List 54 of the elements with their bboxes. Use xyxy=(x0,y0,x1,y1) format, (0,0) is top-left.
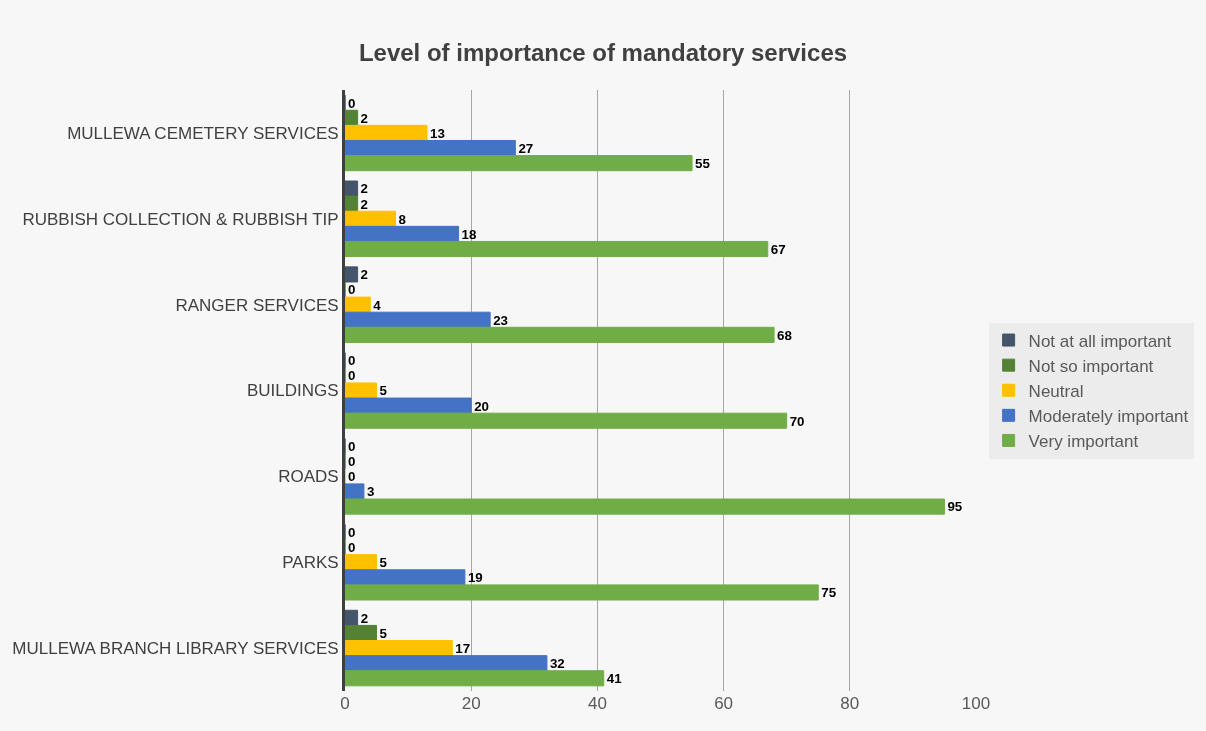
data-label: 19 xyxy=(467,570,483,586)
legend-label: Not at all important xyxy=(1028,331,1172,351)
data-label: 5 xyxy=(379,555,388,571)
x-tick-label: 40 xyxy=(587,694,607,713)
data-label: 13 xyxy=(430,125,445,141)
data-label: 0 xyxy=(348,353,356,369)
x-tick-label: 0 xyxy=(340,694,350,713)
data-label: 5 xyxy=(379,625,388,641)
data-label: 0 xyxy=(348,95,356,111)
y-tick-label: BUILDINGS xyxy=(246,381,339,401)
data-label: 3 xyxy=(366,484,375,500)
legend-label: Not so important xyxy=(1028,356,1154,376)
data-label: 17 xyxy=(455,640,471,656)
data-label: 0 xyxy=(348,524,356,540)
data-label: 0 xyxy=(348,469,356,485)
data-label: 23 xyxy=(493,312,508,328)
data-label: 32 xyxy=(549,656,565,672)
data-label: 67 xyxy=(770,241,786,257)
data-label: 4 xyxy=(373,297,382,313)
y-tick-label: RANGER SERVICES xyxy=(175,295,339,315)
data-label: 0 xyxy=(348,539,356,555)
x-tick-label: 60 xyxy=(714,694,734,713)
x-tick-label: 80 xyxy=(840,694,860,713)
data-label: 8 xyxy=(398,211,406,227)
data-label: 2 xyxy=(360,181,369,197)
y-tick-label: ROADS xyxy=(278,467,339,487)
data-label: 2 xyxy=(360,110,369,126)
data-label: 0 xyxy=(348,454,356,470)
data-label: 95 xyxy=(947,499,963,515)
data-label: 55 xyxy=(695,156,711,172)
data-label: 2 xyxy=(360,267,369,283)
chart-title: Level of importance of mandatory services xyxy=(358,38,848,66)
data-label: 0 xyxy=(348,282,356,298)
data-label: 0 xyxy=(348,439,356,455)
y-tick-label: RUBBISH COLLECTION & RUBBISH TIP xyxy=(22,209,339,229)
legend-label: Very important xyxy=(1028,432,1139,452)
data-label: 0 xyxy=(348,368,356,384)
y-tick-label: PARKS xyxy=(282,553,339,573)
data-label: 75 xyxy=(821,585,837,601)
y-tick-label: MULLEWA BRANCH LIBRARY SERVICES xyxy=(12,639,339,659)
y-tick-label: MULLEWA CEMETERY SERVICES xyxy=(67,123,339,143)
legend-label: Moderately important xyxy=(1028,406,1189,426)
data-label: 20 xyxy=(474,398,490,414)
data-label: 41 xyxy=(606,671,623,687)
legend-label: Neutral xyxy=(1028,381,1084,401)
data-label: 5 xyxy=(379,383,388,399)
data-label: 70 xyxy=(789,413,805,429)
data-label: 18 xyxy=(461,226,477,242)
data-label: 2 xyxy=(360,196,369,212)
x-tick-label: 100 xyxy=(961,694,991,713)
data-label: 68 xyxy=(777,327,792,343)
x-tick-label: 20 xyxy=(461,694,481,713)
data-label: 27 xyxy=(518,140,534,156)
data-label: 2 xyxy=(360,610,369,626)
